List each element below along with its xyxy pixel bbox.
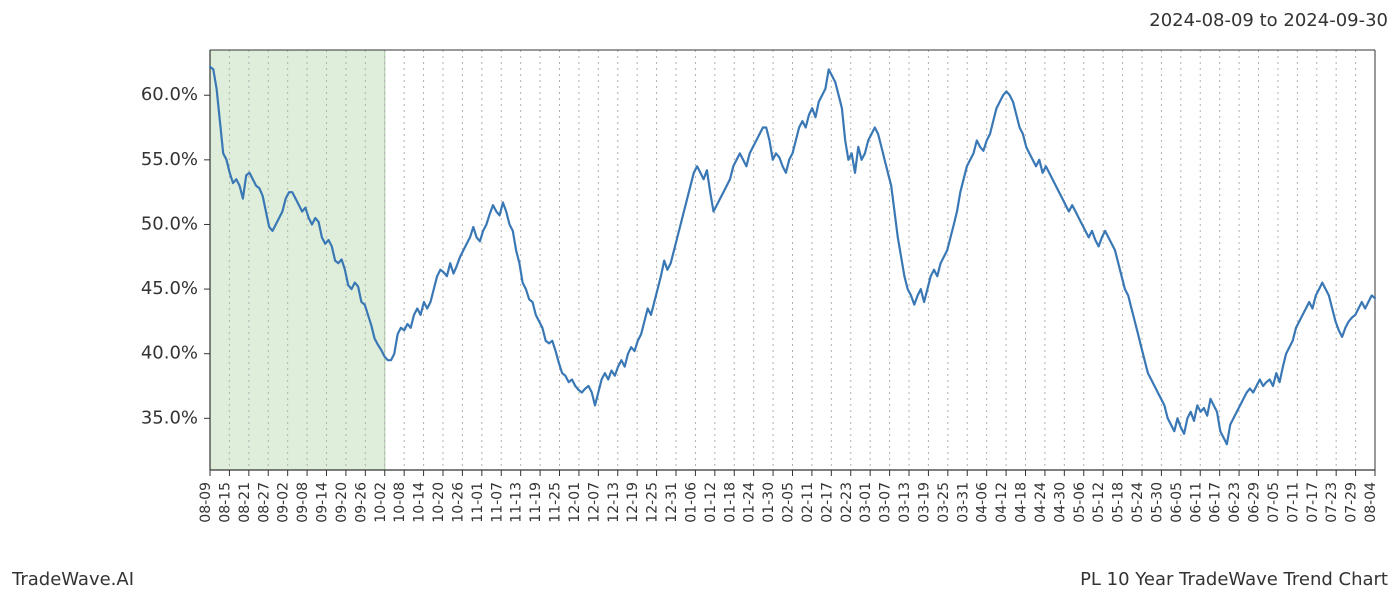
x-tick-label: 01-18 <box>722 482 738 523</box>
x-tick-label: 06-17 <box>1208 482 1224 523</box>
x-tick-label: 10-20 <box>431 482 447 523</box>
x-tick-label: 07-29 <box>1344 482 1360 523</box>
x-tick-label: 02-11 <box>800 482 816 523</box>
x-tick-label: 04-18 <box>1014 482 1030 523</box>
brand-label: TradeWave.AI <box>12 569 134 590</box>
y-tick-label: 50.0% <box>141 213 198 234</box>
x-tick-label: 12-19 <box>625 482 641 523</box>
x-tick-label: 10-02 <box>373 482 389 523</box>
x-tick-label: 05-18 <box>1111 482 1127 523</box>
x-tick-label: 02-23 <box>839 482 855 523</box>
x-tick-label: 12-13 <box>606 482 622 523</box>
x-tick-label: 06-29 <box>1247 482 1263 523</box>
x-tick-label: 09-20 <box>334 482 350 523</box>
x-tick-label: 11-25 <box>548 482 564 523</box>
x-tick-label: 11-01 <box>470 482 486 523</box>
y-tick-label: 55.0% <box>141 149 198 170</box>
x-tick-label: 09-08 <box>295 482 311 523</box>
x-tick-label: 07-23 <box>1324 482 1340 523</box>
y-tick-label: 60.0% <box>141 84 198 105</box>
x-tick-label: 01-12 <box>703 482 719 523</box>
x-tick-label: 07-05 <box>1266 482 1282 523</box>
trend-chart: 35.0% 40.0% 45.0% 50.0% 55.0% 60.0% 08-0908-15… <box>0 0 1400 600</box>
x-tick-label: 08-15 <box>217 482 233 523</box>
x-tick-label: 12-31 <box>664 482 680 523</box>
x-tick-label: 03-01 <box>858 482 874 523</box>
x-tick-label: 04-12 <box>994 482 1010 523</box>
x-tick-label: 12-07 <box>586 482 602 523</box>
x-tick-label: 03-19 <box>916 482 932 523</box>
date-range-label: 2024-08-09 to 2024-09-30 <box>1149 10 1388 31</box>
x-tick-label: 10-14 <box>412 482 428 523</box>
x-tick-label: 04-06 <box>975 482 991 523</box>
x-tick-label: 02-05 <box>781 482 797 523</box>
x-tick-label: 10-08 <box>392 482 408 523</box>
x-tick-label: 09-02 <box>276 482 292 523</box>
chart-title-label: PL 10 Year TradeWave Trend Chart <box>1080 569 1388 590</box>
x-tick-label: 07-11 <box>1285 482 1301 523</box>
x-tick-label: 02-17 <box>819 482 835 523</box>
x-tick-label: 11-07 <box>489 482 505 523</box>
y-tick-label: 35.0% <box>141 407 198 428</box>
x-tick-label: 03-13 <box>897 482 913 523</box>
highlight-band <box>210 50 385 470</box>
x-tick-label: 06-11 <box>1188 482 1204 523</box>
x-tick-label: 01-06 <box>683 482 699 523</box>
x-tick-label: 03-07 <box>878 482 894 523</box>
x-tick-label: 03-25 <box>936 482 952 523</box>
x-tick-label: 12-25 <box>645 482 661 523</box>
x-tick-label: 12-01 <box>567 482 583 523</box>
x-tick-label: 06-05 <box>1169 482 1185 523</box>
x-tick-label: 09-26 <box>353 482 369 523</box>
x-tick-label: 08-04 <box>1363 482 1379 523</box>
x-tick-label: 06-23 <box>1227 482 1243 523</box>
x-tick-label: 05-30 <box>1149 482 1165 523</box>
x-tick-label: 01-24 <box>742 482 758 523</box>
x-tick-label: 10-26 <box>450 482 466 523</box>
x-tick-label: 03-31 <box>955 482 971 523</box>
x-tick-label: 05-24 <box>1130 482 1146 523</box>
x-tick-label: 08-21 <box>237 482 253 523</box>
x-tick-label: 09-14 <box>315 482 331 523</box>
x-tick-label: 04-30 <box>1052 482 1068 523</box>
x-tick-label: 05-12 <box>1091 482 1107 523</box>
x-tick-label: 05-06 <box>1072 482 1088 523</box>
x-tick-label: 04-24 <box>1033 482 1049 523</box>
x-tick-label: 08-27 <box>256 482 272 523</box>
x-tick-label: 01-30 <box>761 482 777 523</box>
x-tick-label: 11-19 <box>528 482 544 523</box>
y-tick-label: 45.0% <box>141 278 198 299</box>
y-tick-label: 40.0% <box>141 343 198 364</box>
x-tick-label: 07-17 <box>1305 482 1321 523</box>
x-tick-label: 08-09 <box>198 482 214 523</box>
x-tick-label: 11-13 <box>509 482 525 523</box>
